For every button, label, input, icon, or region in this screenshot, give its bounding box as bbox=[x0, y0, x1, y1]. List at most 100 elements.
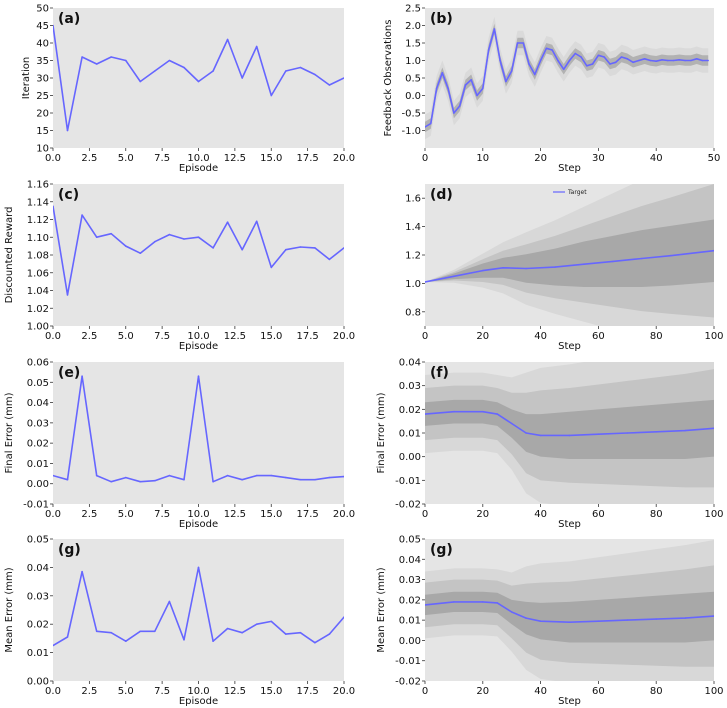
data-point bbox=[525, 432, 527, 434]
y-tick-label: 0.01 bbox=[399, 616, 421, 627]
data-point bbox=[591, 63, 594, 65]
y-tick-label: -0.02 bbox=[395, 677, 421, 688]
series-line bbox=[425, 28, 709, 128]
x-tick-label: 50 bbox=[708, 153, 721, 164]
data-point bbox=[226, 38, 229, 41]
data-point bbox=[441, 72, 444, 74]
y-tick-label: 0.03 bbox=[27, 418, 49, 429]
data-point bbox=[453, 601, 455, 603]
x-tick-label: 15.0 bbox=[260, 331, 282, 342]
data-point bbox=[695, 58, 698, 60]
data-point bbox=[154, 630, 156, 633]
data-point bbox=[545, 47, 548, 50]
x-tick-label: 0 bbox=[422, 153, 428, 164]
plot-area bbox=[53, 184, 344, 326]
panel-tag: (g) bbox=[58, 542, 81, 558]
y-tick-label: 1.04 bbox=[27, 286, 49, 297]
plot-content bbox=[53, 24, 344, 132]
data-point bbox=[493, 28, 496, 30]
plot-content bbox=[53, 205, 344, 296]
x-tick-label: 12.5 bbox=[224, 153, 246, 164]
x-tick-label: 10.0 bbox=[187, 153, 209, 164]
x-tick-label: 5.0 bbox=[118, 153, 134, 164]
data-point bbox=[539, 620, 542, 622]
panel-tag: (d) bbox=[430, 187, 453, 203]
y-tick-label: -0.01 bbox=[395, 476, 421, 487]
x-tick-label: 17.5 bbox=[296, 331, 318, 342]
panel-d: 0 20 40 60 80 100 0.8 1.0 1.2 1.4 1.6 Step (d) Target bbox=[405, 184, 724, 352]
y-tick-label: 25 bbox=[36, 91, 49, 102]
y-tick-label: 45 bbox=[36, 21, 49, 32]
data-point bbox=[713, 615, 714, 617]
y-tick-label: -0.5 bbox=[401, 109, 421, 120]
panel-tag: (c) bbox=[58, 187, 79, 203]
x-tick-label: 2.5 bbox=[81, 331, 97, 342]
data-point bbox=[66, 636, 69, 638]
data-point bbox=[81, 56, 83, 58]
data-point bbox=[655, 431, 657, 433]
data-point bbox=[328, 84, 331, 86]
x-tick-label: 7.5 bbox=[154, 686, 170, 697]
data-point bbox=[482, 410, 484, 413]
y-tick-label: 1.02 bbox=[27, 304, 49, 315]
y-axis-label: Final Error (mm) bbox=[376, 392, 387, 473]
data-point bbox=[551, 49, 553, 51]
data-point bbox=[470, 79, 473, 81]
data-point bbox=[95, 630, 98, 633]
data-point bbox=[510, 422, 513, 425]
y-tick-label: 0.05 bbox=[27, 535, 49, 546]
data-point bbox=[597, 620, 600, 622]
data-point bbox=[499, 59, 501, 62]
x-tick-label: 60 bbox=[592, 331, 605, 342]
data-point bbox=[562, 68, 565, 71]
data-point bbox=[525, 617, 527, 619]
data-point bbox=[482, 269, 484, 272]
y-tick-label: 1.0 bbox=[405, 56, 421, 67]
panel-f: 0 20 40 60 80 100 -0.02 -0.01 0.00 0.01 0.02 0.03 0.… bbox=[376, 358, 724, 531]
y-tick-label: 0.04 bbox=[27, 563, 49, 574]
y-tick-label: 0.01 bbox=[399, 429, 421, 440]
data-point bbox=[447, 87, 449, 90]
data-point bbox=[539, 434, 542, 437]
data-point bbox=[53, 24, 54, 27]
y-tick-label: 0.5 bbox=[405, 74, 421, 85]
y-tick-label: 0.00 bbox=[27, 677, 49, 688]
data-point bbox=[299, 66, 302, 69]
panel-tag: (e) bbox=[58, 365, 80, 381]
data-point bbox=[343, 475, 344, 478]
x-tick-label: 0 bbox=[422, 331, 428, 342]
data-point bbox=[597, 54, 600, 57]
data-point bbox=[343, 77, 344, 79]
x-tick-label: 15.0 bbox=[260, 686, 282, 697]
x-tick-label: 0.0 bbox=[45, 331, 61, 342]
plot-area bbox=[53, 362, 344, 504]
data-point bbox=[641, 257, 643, 260]
panel-tag: (f) bbox=[430, 365, 449, 381]
data-point bbox=[226, 474, 229, 477]
data-point bbox=[299, 631, 302, 634]
x-tick-label: 20.0 bbox=[333, 686, 355, 697]
x-tick-label: 0.0 bbox=[45, 686, 61, 697]
x-tick-label: 0.0 bbox=[45, 153, 61, 164]
plot-content bbox=[53, 566, 344, 647]
x-tick-label: 80 bbox=[650, 509, 663, 520]
y-tick-label: 0.0 bbox=[405, 91, 421, 102]
data-point bbox=[53, 205, 54, 207]
data-point bbox=[110, 232, 112, 235]
data-point bbox=[168, 233, 171, 236]
panel-a: 0.0 2.5 5.0 7.5 10.0 12.5 15.0 17.5 20.0 10 15 20 25… bbox=[21, 4, 355, 175]
x-tick-label: 40 bbox=[650, 153, 663, 164]
data-point bbox=[197, 80, 200, 83]
panel-tag: (b) bbox=[430, 11, 453, 27]
x-axis-label: Step bbox=[558, 341, 581, 352]
y-tick-label: -0.02 bbox=[395, 500, 421, 511]
data-point bbox=[583, 263, 585, 266]
x-axis-label: Step bbox=[558, 519, 581, 530]
x-tick-label: 20.0 bbox=[333, 509, 355, 520]
y-tick-label: 0.02 bbox=[27, 439, 49, 450]
data-point bbox=[603, 56, 605, 58]
data-point bbox=[81, 375, 83, 378]
panel-e: 0.0 2.5 5.0 7.5 10.0 12.5 15.0 17.5 20.0 -0.01 0.0… bbox=[4, 358, 355, 531]
data-point bbox=[53, 644, 54, 647]
x-axis-label: Episode bbox=[179, 519, 218, 530]
